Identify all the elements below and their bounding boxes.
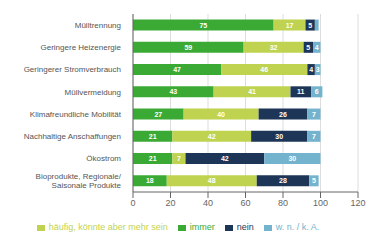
svg-text:5: 5	[306, 44, 310, 51]
svg-text:4: 4	[309, 66, 313, 73]
svg-text:18: 18	[146, 177, 154, 184]
svg-text:27: 27	[154, 111, 162, 118]
html-text:w. n. / k. A.: w. n. / k. A.	[275, 222, 320, 232]
svg-text:42: 42	[208, 133, 216, 140]
svg-text:Geringere Heizenergie: Geringere Heizenergie	[41, 43, 122, 52]
svg-text:60: 60	[240, 198, 250, 208]
html-text:häufig, könnte aber mehr sein: häufig, könnte aber mehr sein	[48, 222, 168, 232]
svg-text:120: 120	[350, 198, 365, 208]
svg-text:5: 5	[312, 177, 316, 184]
svg-text:7: 7	[312, 133, 316, 140]
svg-text:7: 7	[177, 155, 181, 162]
svg-text:48: 48	[208, 177, 216, 184]
svg-text:21: 21	[149, 133, 157, 140]
svg-text:40: 40	[217, 111, 225, 118]
svg-text:21: 21	[149, 155, 157, 162]
svg-text:30: 30	[288, 155, 296, 162]
svg-text:28: 28	[279, 177, 287, 184]
svg-text:17: 17	[286, 22, 294, 29]
svg-text:59: 59	[184, 44, 192, 51]
svg-text:Ökostrom: Ökostrom	[86, 154, 121, 163]
svg-text:46: 46	[260, 66, 268, 73]
svg-text:41: 41	[248, 88, 256, 95]
svg-text:43: 43	[169, 88, 177, 95]
svg-text:Geringerer Stromverbrauch: Geringerer Stromverbrauch	[24, 65, 121, 74]
svg-text:3: 3	[316, 66, 320, 73]
svg-text:5: 5	[308, 22, 312, 29]
svg-text:7: 7	[312, 111, 316, 118]
svg-text:80: 80	[278, 198, 288, 208]
svg-text:47: 47	[173, 66, 181, 73]
svg-text:40: 40	[203, 198, 213, 208]
html-text:nein: nein	[236, 222, 254, 232]
svg-text:20: 20	[165, 198, 175, 208]
svg-text:11: 11	[297, 88, 305, 95]
svg-text:100: 100	[313, 198, 328, 208]
svg-text:30: 30	[275, 133, 283, 140]
svg-text:6: 6	[315, 88, 319, 95]
svg-text:Müllvermeidung: Müllvermeidung	[65, 88, 121, 97]
svg-text:Klimafreundliche Mobilität: Klimafreundliche Mobilität	[30, 110, 122, 119]
svg-text:26: 26	[279, 111, 287, 118]
svg-text:0: 0	[130, 198, 135, 208]
svg-text:42: 42	[221, 155, 229, 162]
svg-text:75: 75	[199, 22, 207, 29]
html-text:immer: immer	[189, 222, 215, 232]
svg-text:Mülltrennung: Mülltrennung	[75, 21, 121, 30]
svg-text:4: 4	[315, 44, 319, 51]
svg-text:32: 32	[270, 44, 278, 51]
svg-text:Bioprodukte, Regionale/Saisona: Bioprodukte, Regionale/Saisonale Produkt…	[36, 172, 122, 190]
svg-text:Nachhaltige Anschaffungen: Nachhaltige Anschaffungen	[24, 132, 121, 141]
